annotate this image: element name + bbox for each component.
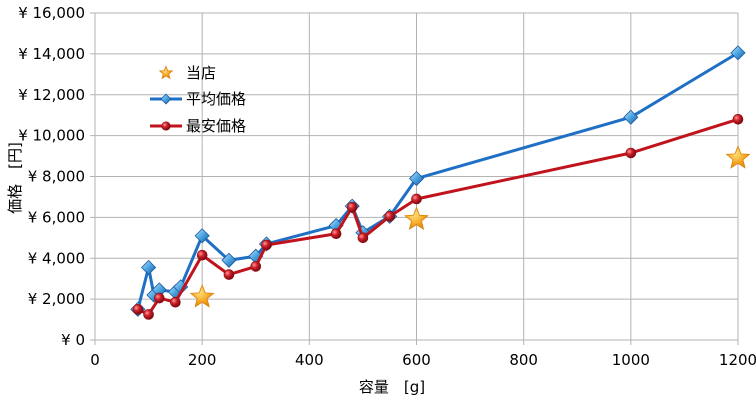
- star-icon: [158, 65, 174, 80]
- data-point: [223, 269, 235, 280]
- data-point: [357, 232, 369, 244]
- y-tick-label: ¥ 4,000: [28, 249, 85, 267]
- data-point: [623, 109, 639, 125]
- y-tick-label: ¥ 14,000: [18, 45, 85, 63]
- legend-item-average: 平均価格: [150, 90, 246, 108]
- data-point: [170, 296, 181, 308]
- data-point: [196, 249, 208, 261]
- plot-series: [130, 45, 751, 320]
- legend-lowest-line-icon: [150, 121, 182, 131]
- data-point: [261, 239, 272, 251]
- data-point: [625, 147, 637, 159]
- x-axis-ticks: 0 200 400 600 800 1000 1200: [90, 351, 756, 369]
- star-marker: [404, 206, 429, 231]
- legend-label-store: 当店: [186, 64, 216, 82]
- data-point: [194, 228, 210, 244]
- data-point: [408, 170, 425, 187]
- circle-icon: [161, 121, 171, 131]
- axes: [90, 12, 739, 345]
- data-point: [154, 292, 165, 304]
- y-axis-ticks: ¥ 0 ¥ 2,000 ¥ 4,000 ¥ 6,000 ¥ 8,000 ¥ 10,000 ¥…: [18, 4, 85, 349]
- x-tick-label: 1200: [719, 351, 756, 369]
- legend-star-icon: [158, 65, 174, 80]
- legend-label-lowest: 最安価格: [186, 117, 246, 135]
- series-store: [189, 145, 751, 308]
- x-tick-label: 400: [295, 351, 324, 369]
- data-point: [411, 193, 422, 205]
- y-tick-label: ¥ 0: [61, 331, 85, 349]
- data-point: [346, 201, 358, 213]
- diamond-icon: [160, 93, 172, 105]
- x-tick-label: 600: [402, 351, 431, 369]
- legend-item-lowest: 最安価格: [150, 117, 246, 135]
- y-tick-label: ¥ 2,000: [28, 290, 85, 308]
- x-tick-label: 0: [90, 351, 100, 369]
- x-axis-title: 容量 [g]: [359, 378, 425, 396]
- y-tick-label: ¥ 8,000: [28, 168, 85, 186]
- legend-average-line-icon: [150, 93, 182, 105]
- data-point: [221, 252, 237, 268]
- x-tick-label: 200: [188, 351, 217, 369]
- y-tick-label: ¥ 16,000: [18, 4, 85, 22]
- data-point: [384, 211, 396, 222]
- star-marker: [189, 283, 215, 308]
- star-marker: [725, 145, 751, 169]
- data-point: [132, 304, 144, 315]
- data-point: [250, 261, 262, 272]
- y-axis-title: 価格 [円]: [6, 142, 24, 214]
- legend: 当店 平均価格 最安価格: [150, 64, 246, 135]
- data-point: [330, 228, 342, 240]
- y-tick-label: ¥ 6,000: [28, 208, 85, 226]
- legend-label-average: 平均価格: [186, 90, 246, 108]
- y-tick-label: ¥ 12,000: [18, 86, 85, 104]
- data-point: [732, 113, 744, 125]
- data-point: [730, 45, 746, 61]
- data-point: [141, 259, 157, 276]
- y-tick-label: ¥ 10,000: [18, 127, 85, 145]
- x-tick-label: 1000: [612, 351, 650, 369]
- data-point: [143, 309, 154, 320]
- legend-item-store: 当店: [158, 64, 216, 82]
- x-tick-label: 800: [509, 351, 538, 369]
- series-lowest: [132, 113, 744, 320]
